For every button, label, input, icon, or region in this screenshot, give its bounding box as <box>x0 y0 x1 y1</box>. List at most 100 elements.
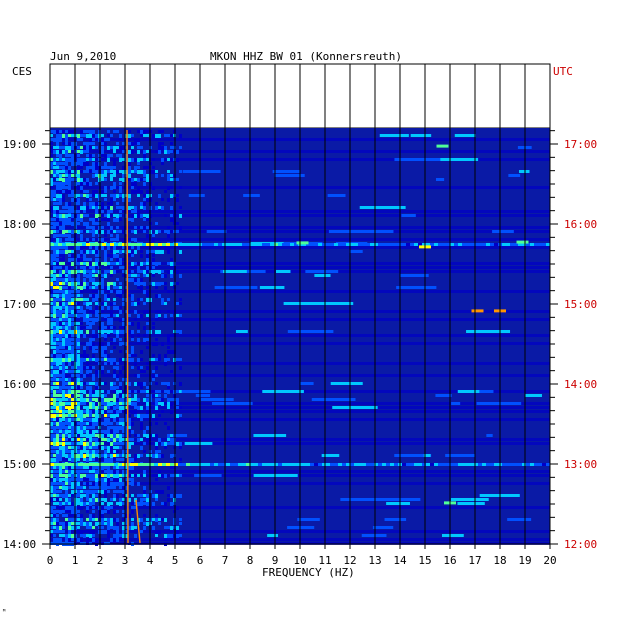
spectral-cell <box>65 166 68 169</box>
spectral-cell <box>89 310 92 313</box>
spectral-cell <box>137 454 140 458</box>
spectral-cell <box>59 198 62 202</box>
spectral-cell <box>101 174 104 178</box>
spectral-cell <box>80 494 83 498</box>
spectral-cell <box>65 302 68 306</box>
spectral-cell <box>59 282 62 285</box>
spectral-cell <box>104 362 107 365</box>
broadband-cell <box>126 243 130 246</box>
spectral-cell <box>134 278 137 282</box>
spectral-cell <box>155 374 158 377</box>
spectral-cell <box>59 342 62 346</box>
broadband-cell <box>138 243 142 246</box>
spectral-cell <box>155 434 158 438</box>
spectral-cell <box>137 298 140 301</box>
spectral-cell <box>110 382 113 386</box>
spectral-cell <box>59 298 62 301</box>
spectral-cell <box>158 230 161 233</box>
spectral-cell <box>104 166 107 169</box>
spectral-cell <box>80 446 83 449</box>
spectral-cell <box>71 306 74 310</box>
spectral-cell <box>80 214 83 218</box>
spectral-cell <box>95 518 98 521</box>
spectral-cell <box>143 382 146 386</box>
spectral-cell <box>59 362 62 365</box>
broadband-cell <box>462 463 466 466</box>
spectral-cell <box>146 346 149 349</box>
spectral-cell <box>80 322 83 325</box>
spectral-cell <box>77 498 80 502</box>
spectral-cell <box>116 394 119 398</box>
spectral-cell <box>77 370 80 373</box>
spectral-cell <box>83 374 86 378</box>
spectral-cell <box>125 526 128 529</box>
spectral-cell <box>143 130 146 134</box>
spectral-cell <box>71 458 74 462</box>
spectral-cell <box>113 534 116 538</box>
spectral-cell <box>50 414 53 418</box>
spectral-cell <box>155 262 158 266</box>
spectral-cell <box>89 446 92 449</box>
broadband-cell <box>154 463 158 466</box>
spectral-cell <box>176 494 179 498</box>
spectral-cell <box>122 226 125 230</box>
spectral-cell <box>101 522 104 525</box>
spectral-cell <box>59 498 62 501</box>
spectral-cell <box>50 474 53 478</box>
spectral-cell <box>92 274 95 277</box>
spectral-cell <box>107 534 110 538</box>
spectral-cell <box>134 190 137 194</box>
spectral-cell <box>50 254 53 258</box>
spectral-cell <box>95 442 98 446</box>
spectral-cell <box>170 454 173 458</box>
broadband-cell <box>270 243 274 246</box>
spectral-cell <box>65 374 68 378</box>
spectral-cell <box>89 502 92 506</box>
spectral-cell <box>68 158 71 162</box>
spectral-cell <box>80 262 83 265</box>
spectral-cell <box>89 526 92 529</box>
spectral-cell <box>143 230 146 233</box>
spectral-cell <box>152 474 155 477</box>
spectral-cell <box>80 290 83 293</box>
spectral-cell <box>137 322 140 326</box>
left-time-label: 16:00 <box>3 378 36 391</box>
spectral-cell <box>62 486 65 490</box>
spectral-cell <box>68 446 71 449</box>
spectral-cell <box>68 166 71 170</box>
spectral-cell <box>113 410 116 414</box>
spectral-cell <box>146 174 149 178</box>
spectral-cell <box>89 146 92 150</box>
spectral-cell <box>92 458 95 461</box>
spectral-cell <box>128 422 131 426</box>
spectral-cell <box>65 270 68 273</box>
spectral-cell <box>83 278 86 282</box>
spectral-cell <box>77 278 80 282</box>
spectral-cell <box>71 406 74 409</box>
spectral-cell <box>113 130 116 133</box>
spectral-cell <box>92 530 95 534</box>
spectral-cell <box>140 314 143 318</box>
spectral-cell <box>68 238 71 241</box>
spectral-cell <box>101 510 104 514</box>
spectral-cell <box>56 514 59 517</box>
broadband-cell <box>122 243 126 246</box>
spectral-cell <box>83 482 86 485</box>
spectral-cell <box>53 166 56 169</box>
spectral-cell <box>95 318 98 322</box>
spectral-cell <box>68 278 71 281</box>
spectral-cell <box>128 446 131 449</box>
spectral-cell <box>125 446 128 449</box>
spectral-cell <box>119 290 122 294</box>
spectral-cell <box>158 390 161 393</box>
broadband-cell <box>386 243 390 246</box>
spectral-cell <box>71 434 74 437</box>
spectral-cell <box>179 298 182 301</box>
spectral-cell <box>101 530 104 534</box>
broadband-cell <box>318 243 322 246</box>
spectral-cell <box>125 250 128 254</box>
spectral-cell <box>110 210 113 213</box>
spectral-cell <box>56 266 59 269</box>
broadband-cell <box>366 243 370 246</box>
spectral-cell <box>59 466 62 470</box>
